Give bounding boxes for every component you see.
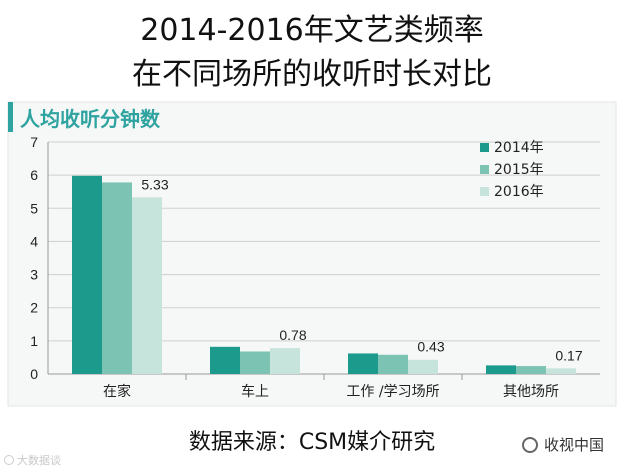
data-source: 数据来源：CSM媒介研究 [188, 430, 436, 455]
chart-title-line1: 2014-2016年文艺类频率 [140, 13, 484, 48]
bar-2015年-1 [240, 351, 270, 374]
bar-2014年-3 [486, 365, 516, 374]
legend-label: 2015年 [494, 162, 544, 178]
y-tick-label: 4 [30, 233, 38, 249]
bar-2014年-2 [348, 353, 378, 374]
x-tick-label: 其他场所 [503, 384, 559, 400]
watermark-right-text: 收视中国 [543, 436, 604, 454]
data-label: 0.17 [555, 347, 582, 363]
bar-2016年-3 [546, 368, 576, 374]
watermark-right: 收视中国 [521, 434, 604, 455]
bar-2016年-2 [408, 359, 438, 374]
legend-swatch [480, 187, 489, 196]
legend-swatch [480, 165, 489, 174]
bar-2016年-0 [132, 197, 162, 374]
chart-title-line2: 在不同场所的收听时长对比 [132, 57, 492, 92]
data-label: 5.33 [141, 176, 168, 192]
chart-subtitle: 人均收听分钟数 [20, 107, 161, 131]
legend-label: 2016年 [494, 184, 544, 200]
bar-chart: 人均收听分钟数 0 1 2 3 4 5 6 7 5.33 在家 0.78 车上 0.43 工作 /学习场所 0… [7, 101, 617, 407]
y-tick-label: 2 [30, 300, 38, 316]
data-label: 0.78 [279, 327, 306, 343]
bar-2015年-0 [102, 182, 132, 374]
wechat-icon [521, 436, 538, 453]
bar-2015年-2 [378, 354, 408, 374]
x-tick-label: 工作 /学习场所 [346, 384, 439, 400]
legend-label: 2014年 [494, 140, 544, 156]
y-tick-label: 6 [30, 167, 38, 183]
y-tick-label: 0 [30, 366, 38, 382]
watermark-left-text: 大数据谈 [17, 454, 61, 467]
data-label: 0.43 [417, 339, 444, 355]
x-tick-label: 车上 [241, 383, 269, 400]
legend-swatch [480, 143, 489, 152]
bar-2014年-1 [210, 346, 240, 374]
y-tick-label: 1 [30, 333, 38, 349]
y-tick-label: 5 [30, 200, 38, 216]
subtitle-accent-bar [8, 102, 13, 132]
y-tick-label: 3 [30, 267, 38, 283]
bar-2016年-1 [270, 348, 300, 374]
bar-2014年-0 [72, 175, 102, 374]
watermark-left: 大数据谈 [4, 452, 61, 468]
bar-2015年-3 [516, 366, 546, 374]
x-tick-label: 在家 [103, 383, 131, 400]
y-tick-label: 7 [30, 134, 38, 150]
watermark-logo-icon [4, 455, 14, 465]
